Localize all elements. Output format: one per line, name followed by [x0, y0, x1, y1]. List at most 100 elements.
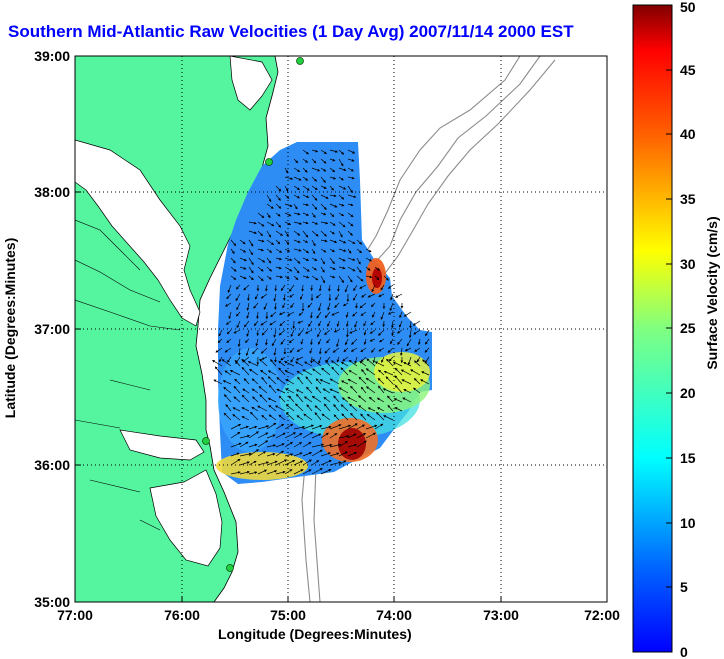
velocity-arrow	[425, 329, 430, 337]
velocity-arrow	[224, 302, 232, 307]
velocity-arrow	[248, 449, 259, 457]
velocity-arrow	[320, 158, 327, 164]
velocity-arrow	[347, 194, 357, 198]
velocity-arrow	[295, 361, 304, 367]
velocity-arrow	[374, 266, 381, 271]
velocity-arrow	[213, 379, 223, 385]
velocity-arrow	[274, 302, 277, 310]
velocity-arrow	[311, 176, 318, 182]
velocity-arrow	[353, 284, 358, 292]
y-tick-label: 35:00	[34, 594, 70, 610]
velocity-arrow	[297, 320, 304, 324]
velocity-arrow	[255, 338, 259, 347]
velocity-arrow	[302, 149, 309, 155]
velocity-arrow	[365, 386, 376, 394]
velocity-arrow	[248, 230, 257, 235]
velocity-arrow	[252, 347, 259, 355]
velocity-arrow	[248, 248, 253, 256]
velocity-arrow	[242, 388, 250, 394]
colorbar-tick-labels: 0 5 10 15 20 25 30 35 40 45 50	[680, 0, 696, 659]
velocity-arrow	[329, 257, 335, 265]
velocity-arrow	[311, 468, 323, 475]
velocity-arrow	[222, 380, 232, 385]
velocity-arrow	[347, 275, 353, 283]
velocity-arrow	[321, 413, 331, 421]
velocity-arrow	[360, 347, 367, 353]
velocity-arrow	[298, 311, 304, 316]
velocity-arrow	[320, 469, 332, 475]
velocity-arrow	[338, 424, 352, 430]
velocity-arrow	[284, 248, 291, 252]
colorbar-tick-label: 50	[680, 0, 696, 15]
velocity-arrow	[276, 388, 286, 394]
velocity-arrow	[266, 452, 276, 457]
velocity-arrow	[320, 275, 326, 284]
velocity-arrow	[399, 311, 403, 319]
velocity-arrow	[257, 239, 265, 243]
velocity-arrow	[347, 221, 354, 227]
velocity-arrow	[302, 167, 308, 173]
velocity-arrow	[358, 376, 367, 385]
velocity-arrow	[391, 320, 394, 329]
velocity-arrow	[275, 423, 285, 430]
velocity-arrow	[217, 338, 223, 344]
colorbar-tick-label: 25	[680, 320, 696, 336]
velocity-arrow	[310, 338, 313, 346]
delaware-bay	[229, 56, 273, 111]
velocity-arrow	[321, 367, 331, 376]
velocity-arrow	[424, 347, 430, 353]
velocity-arrow	[266, 230, 272, 238]
velocity-arrow	[388, 356, 394, 362]
velocity-arrow	[246, 311, 250, 319]
velocity-arrow	[341, 413, 349, 421]
velocity-arrow	[333, 404, 340, 412]
velocity-arrow	[302, 230, 309, 238]
station-marker	[202, 437, 210, 445]
velocity-arrow	[302, 203, 309, 207]
velocity-arrow	[360, 413, 367, 421]
velocity-arrow	[268, 404, 277, 412]
velocity-arrow	[320, 176, 326, 183]
velocity-arrow	[346, 329, 349, 338]
velocity-arrow	[345, 311, 349, 318]
velocity-arrow	[348, 370, 358, 376]
velocity-arrow	[214, 366, 223, 376]
velocity-arrow	[329, 194, 337, 198]
velocity-arrow	[349, 403, 358, 412]
velocity-arrow	[320, 167, 327, 172]
velocity-arrow	[230, 266, 237, 272]
x-tick-label: 77:00	[57, 607, 93, 623]
velocity-arrow	[266, 266, 273, 272]
velocity-arrow	[267, 370, 277, 376]
velocity-arrow	[293, 442, 303, 448]
velocity-arrow	[347, 396, 358, 403]
velocity-arrow	[257, 266, 264, 272]
velocity-arrow	[319, 379, 331, 385]
velocity-arrow	[257, 212, 265, 219]
velocity-arrow	[422, 359, 430, 367]
velocity-arrow	[381, 356, 385, 363]
velocity-arrow	[365, 368, 376, 376]
velocity-arrow	[246, 302, 250, 311]
colorbar	[632, 4, 673, 653]
velocity-arrow	[337, 284, 340, 292]
y-tick-label: 36:00	[34, 457, 70, 473]
velocity-arrow	[356, 424, 366, 430]
velocity-arrow	[302, 212, 310, 216]
velocity-arrow	[349, 329, 358, 334]
x-tick-label: 74:00	[376, 607, 412, 623]
velocity-arrow	[311, 212, 316, 218]
velocity-arrow	[233, 329, 241, 334]
velocity-arrow	[239, 452, 252, 457]
colorbar-ticks	[666, 4, 672, 588]
velocity-field	[211, 142, 432, 484]
velocity-arrow	[338, 149, 345, 155]
velocity-arrow	[347, 423, 358, 430]
velocity-arrow	[274, 405, 286, 412]
velocity-arrow	[329, 167, 336, 173]
velocity-arrow	[275, 203, 282, 209]
velocity-arrow	[356, 266, 362, 274]
velocity-arrow	[257, 221, 265, 227]
velocity-arrow	[260, 320, 268, 326]
velocity-arrow	[266, 275, 272, 280]
